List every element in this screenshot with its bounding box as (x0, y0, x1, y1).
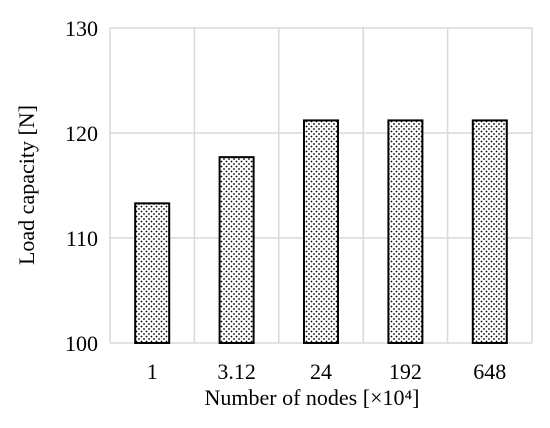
y-tick-labels: 100 110 120 130 (65, 16, 98, 356)
bar (218, 156, 255, 344)
y-tick-label: 130 (65, 16, 98, 41)
x-axis-title: Number of nodes [×10⁴] (205, 385, 420, 410)
grid-layer (109, 27, 533, 344)
bar (387, 119, 424, 345)
bar-layer (134, 119, 508, 345)
y-tick-label: 100 (65, 331, 98, 356)
bar (303, 119, 339, 345)
x-tick-label: 3.12 (217, 359, 256, 384)
y-axis-title: Load capacity [N] (14, 105, 39, 265)
bar (134, 202, 171, 344)
bar (471, 119, 508, 345)
x-tick-labels: 1 3.12 24 192 648 (147, 359, 507, 384)
x-tick-label: 192 (389, 359, 422, 384)
y-tick-label: 120 (65, 121, 98, 146)
x-tick-label: 648 (473, 359, 506, 384)
y-tick-label: 110 (66, 226, 98, 251)
x-tick-label: 24 (310, 359, 332, 384)
x-tick-label: 1 (147, 359, 158, 384)
